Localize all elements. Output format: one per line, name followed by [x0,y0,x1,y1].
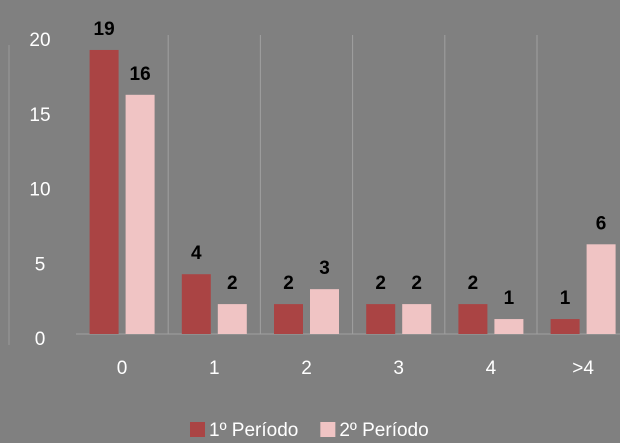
bar [494,319,524,334]
y-tick-label: 0 [35,329,46,350]
data-label: 6 [596,213,607,234]
bar [458,304,488,334]
x-tick-label: 2 [301,358,312,379]
bar [550,319,580,334]
bar [274,304,303,334]
data-label: 4 [191,243,202,264]
legend-label: 1º Período [209,420,298,441]
bar [366,304,396,334]
legend-swatch [190,422,205,437]
x-tick-label: >4 [572,358,594,379]
data-label: 2 [283,273,294,294]
y-tick-label: 20 [29,30,50,51]
bar [586,244,616,334]
bar [217,304,247,334]
y-tick-label: 5 [35,254,46,275]
data-label: 2 [375,273,386,294]
data-label: 1 [560,288,571,309]
x-tick-label: 3 [393,358,404,379]
x-tick-label: 0 [117,358,128,379]
legend-swatch [320,422,336,437]
bar [89,49,119,334]
bar [125,94,155,334]
y-tick-label: 15 [29,105,50,126]
bar [181,274,211,334]
y-tick-label: 10 [29,180,50,201]
x-tick-label: 1 [209,358,220,379]
bar [310,289,339,334]
bar [402,304,432,334]
data-label: 1 [504,288,515,309]
data-label: 2 [468,273,479,294]
data-label: 3 [319,258,330,279]
data-label: 2 [411,273,422,294]
x-tick-label: 4 [486,358,497,379]
legend-label: 2º Período [339,420,428,441]
data-label: 16 [130,64,151,85]
data-label: 2 [227,273,238,294]
data-label: 19 [94,19,115,40]
